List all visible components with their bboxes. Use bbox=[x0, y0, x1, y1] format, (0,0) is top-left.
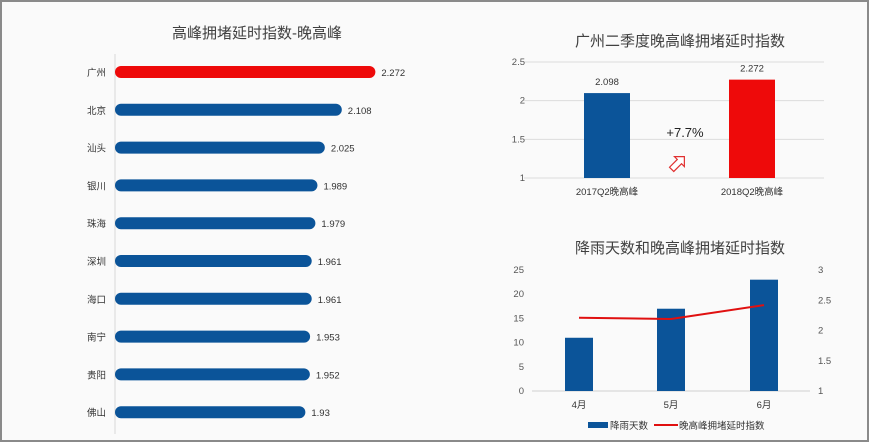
y-tick-label: 2 bbox=[520, 96, 525, 107]
value-label: 1.953 bbox=[316, 333, 340, 344]
y-tick-label: 0 bbox=[519, 386, 524, 397]
bar bbox=[584, 93, 630, 178]
top-right-chart-title: 广州二季度晚高峰拥堵延时指数 bbox=[575, 33, 785, 50]
value-label: 1.93 bbox=[311, 408, 330, 419]
bar bbox=[115, 292, 312, 305]
category-label: 南宁 bbox=[87, 332, 106, 344]
congestion-line bbox=[578, 304, 765, 321]
rain-bar bbox=[750, 279, 778, 391]
bar bbox=[115, 406, 306, 419]
category-label: 4月 bbox=[572, 400, 587, 411]
category-label: 汕头 bbox=[87, 143, 106, 155]
y2-tick-label: 2.5 bbox=[818, 295, 831, 306]
bar bbox=[115, 255, 312, 267]
value-label: 1.952 bbox=[316, 370, 340, 381]
y-tick-label: 20 bbox=[513, 289, 524, 300]
category-label: 深圳 bbox=[87, 257, 106, 268]
legend-line-label: 晚高峰拥堵延时指数 bbox=[679, 420, 765, 432]
value-label: 1.989 bbox=[323, 181, 347, 192]
up-arrow-icon bbox=[668, 156, 685, 173]
value-label: 2.025 bbox=[331, 144, 355, 155]
growth-annotation: +7.7% bbox=[666, 125, 704, 140]
category-label: 贵阳 bbox=[87, 369, 106, 381]
value-label: 2.108 bbox=[348, 106, 372, 117]
category-label: 佛山 bbox=[87, 407, 106, 419]
bar bbox=[115, 141, 325, 154]
y-tick-label: 15 bbox=[513, 313, 524, 324]
category-label: 广州 bbox=[87, 67, 106, 79]
value-label: 1.961 bbox=[318, 295, 342, 306]
category-label: 2018Q2晚高峰 bbox=[721, 186, 784, 198]
bar bbox=[115, 368, 310, 381]
y-tick-label: 2.5 bbox=[512, 57, 525, 68]
y2-tick-label: 1 bbox=[818, 386, 823, 397]
y2-tick-label: 1.5 bbox=[818, 356, 831, 367]
bar bbox=[115, 330, 311, 343]
left-chart-title: 高峰拥堵延时指数-晚高峰 bbox=[172, 25, 342, 42]
value-label: 1.979 bbox=[321, 219, 345, 230]
category-label: 5月 bbox=[664, 400, 679, 411]
value-label: 2.098 bbox=[595, 77, 619, 88]
legend-rain-label: 降雨天数 bbox=[610, 420, 649, 432]
bar bbox=[115, 217, 316, 230]
value-label: 2.272 bbox=[740, 64, 764, 75]
bar bbox=[115, 66, 376, 78]
y-tick-label: 25 bbox=[513, 265, 524, 276]
category-label: 海口 bbox=[87, 294, 106, 306]
y2-tick-label: 3 bbox=[818, 265, 823, 276]
category-label: 珠海 bbox=[87, 218, 107, 230]
y-tick-label: 10 bbox=[513, 338, 524, 349]
category-label: 银川 bbox=[87, 180, 106, 192]
y2-tick-label: 2 bbox=[818, 326, 823, 337]
value-label: 1.961 bbox=[318, 257, 342, 268]
rain-bar bbox=[565, 337, 593, 391]
category-label: 2017Q2晚高峰 bbox=[576, 186, 639, 198]
y-tick-label: 5 bbox=[519, 362, 524, 373]
y-tick-label: 1.5 bbox=[512, 134, 525, 145]
category-label: 6月 bbox=[757, 400, 772, 411]
value-label: 2.272 bbox=[381, 68, 405, 79]
bar bbox=[115, 179, 318, 192]
category-label: 北京 bbox=[87, 105, 106, 117]
bottom-right-chart-title: 降雨天数和晚高峰拥堵延时指数 bbox=[575, 240, 785, 257]
y-tick-label: 1 bbox=[520, 173, 525, 184]
bar bbox=[729, 79, 775, 178]
legend-rain-swatch bbox=[588, 422, 608, 428]
rain-bar bbox=[657, 308, 685, 391]
bar bbox=[115, 103, 342, 116]
